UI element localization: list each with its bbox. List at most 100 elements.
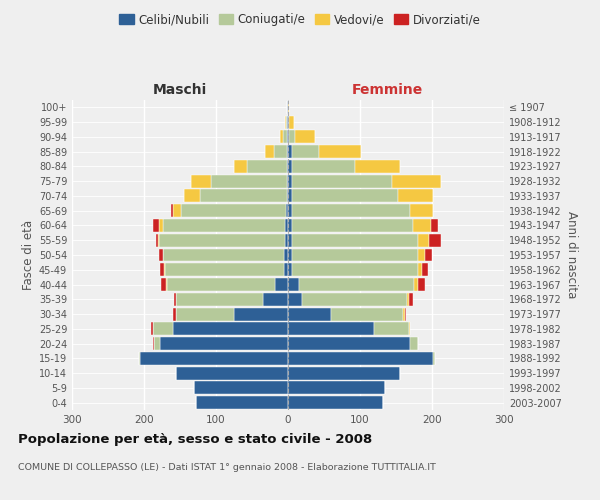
Bar — [331, 308, 403, 320]
Bar — [196, 396, 288, 409]
Bar — [184, 190, 200, 202]
Bar — [407, 293, 409, 306]
Bar — [151, 322, 152, 336]
Bar — [418, 278, 425, 291]
Bar — [288, 382, 385, 394]
Bar — [159, 219, 163, 232]
Bar — [319, 145, 361, 158]
Bar — [409, 293, 413, 306]
Bar — [211, 174, 287, 188]
Bar — [287, 116, 288, 128]
Bar — [413, 219, 431, 232]
Bar — [414, 278, 418, 291]
Bar — [154, 337, 160, 350]
Bar — [288, 145, 292, 158]
Bar — [288, 366, 400, 380]
Bar — [152, 322, 173, 336]
Bar — [288, 264, 292, 276]
Bar — [287, 174, 288, 188]
Bar — [165, 264, 284, 276]
Bar — [172, 204, 173, 217]
Bar — [288, 308, 331, 320]
Bar — [176, 366, 288, 380]
Bar — [299, 278, 414, 291]
Bar — [288, 352, 433, 365]
Bar — [285, 234, 288, 246]
Bar — [286, 116, 287, 128]
Bar — [181, 204, 286, 217]
Bar — [288, 116, 289, 128]
Bar — [139, 352, 140, 365]
Text: Femmine: Femmine — [352, 84, 423, 98]
Bar — [292, 264, 418, 276]
Bar — [140, 352, 288, 365]
Bar — [167, 278, 275, 291]
Bar — [288, 101, 289, 114]
Bar — [160, 264, 164, 276]
Bar — [265, 145, 274, 158]
Bar — [355, 160, 400, 173]
Bar — [289, 116, 294, 128]
Bar — [292, 190, 398, 202]
Bar — [285, 219, 288, 232]
Bar — [247, 160, 287, 173]
Bar — [158, 234, 159, 246]
Bar — [292, 248, 418, 262]
Bar — [285, 116, 286, 128]
Bar — [274, 145, 287, 158]
Bar — [410, 337, 418, 350]
Bar — [160, 337, 288, 350]
Bar — [374, 322, 409, 336]
Bar — [200, 190, 287, 202]
Bar — [287, 130, 288, 143]
Text: Popolazione per età, sesso e stato civile - 2008: Popolazione per età, sesso e stato civil… — [18, 432, 372, 446]
Bar — [263, 293, 288, 306]
Bar — [166, 278, 167, 291]
Bar — [161, 278, 166, 291]
Bar — [176, 308, 234, 320]
Bar — [431, 219, 438, 232]
Bar — [288, 190, 292, 202]
Bar — [292, 234, 418, 246]
Bar — [425, 248, 432, 262]
Bar — [287, 145, 288, 158]
Bar — [287, 160, 288, 173]
Bar — [280, 130, 283, 143]
Bar — [288, 160, 292, 173]
Bar — [191, 174, 211, 188]
Bar — [174, 293, 176, 306]
Bar — [288, 396, 383, 409]
Bar — [163, 219, 285, 232]
Bar — [410, 204, 433, 217]
Bar — [422, 264, 428, 276]
Bar — [163, 248, 284, 262]
Bar — [292, 219, 413, 232]
Bar — [194, 382, 288, 394]
Bar — [418, 264, 422, 276]
Bar — [159, 234, 285, 246]
Text: Maschi: Maschi — [153, 84, 207, 98]
Bar — [283, 130, 287, 143]
Bar — [164, 264, 165, 276]
Bar — [234, 160, 247, 173]
Bar — [155, 234, 158, 246]
Bar — [288, 174, 292, 188]
Bar — [152, 219, 159, 232]
Bar — [292, 174, 392, 188]
Bar — [398, 190, 433, 202]
Bar — [295, 130, 316, 143]
Bar — [288, 322, 374, 336]
Bar — [288, 219, 292, 232]
Bar — [288, 248, 292, 262]
Bar — [287, 101, 288, 114]
Bar — [302, 293, 407, 306]
Legend: Celibi/Nubili, Coniugati/e, Vedovi/e, Divorziati/e: Celibi/Nubili, Coniugati/e, Vedovi/e, Di… — [115, 8, 485, 31]
Bar — [173, 322, 288, 336]
Bar — [288, 293, 302, 306]
Bar — [288, 337, 410, 350]
Bar — [284, 264, 288, 276]
Bar — [418, 248, 425, 262]
Bar — [173, 204, 181, 217]
Bar — [409, 322, 410, 336]
Bar — [159, 248, 163, 262]
